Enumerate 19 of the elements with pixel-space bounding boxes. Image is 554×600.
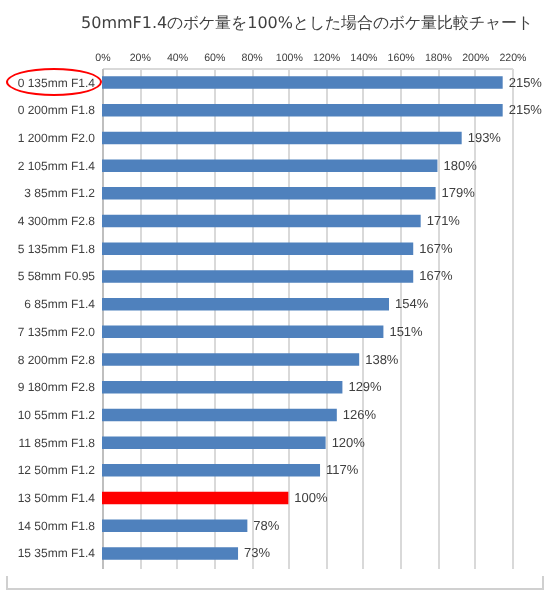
bar <box>102 519 248 532</box>
bar <box>102 131 462 145</box>
bar <box>102 242 414 255</box>
bar <box>102 381 343 394</box>
bar <box>102 491 289 505</box>
bar <box>102 187 436 200</box>
bar <box>102 270 414 283</box>
bar <box>102 214 421 228</box>
bar <box>102 547 239 560</box>
bar <box>102 76 503 89</box>
bar <box>102 159 438 172</box>
bar <box>102 325 384 339</box>
bar <box>102 353 360 366</box>
bar <box>102 408 337 422</box>
bar <box>102 464 321 477</box>
chart-title: 50mmF1.4のボケ量を100%とした場合のボケ量比較チャート <box>81 14 533 32</box>
bar <box>102 297 389 311</box>
bar <box>102 104 503 117</box>
bar <box>102 436 326 449</box>
